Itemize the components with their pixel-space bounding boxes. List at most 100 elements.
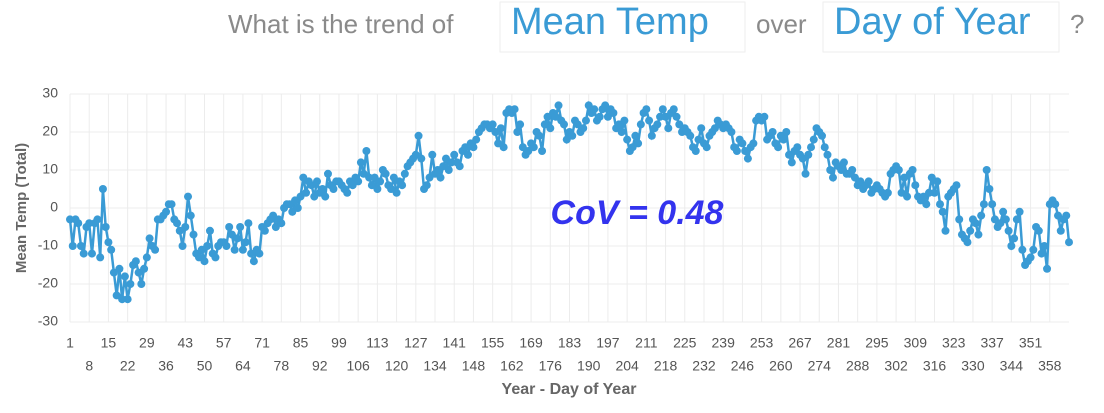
x-tick-label: 288 [846, 358, 870, 374]
data-point [738, 139, 747, 148]
data-point [66, 215, 74, 224]
y-axis-label: Mean Temp (Total) [13, 143, 30, 273]
data-point [782, 128, 791, 136]
data-point [98, 185, 107, 193]
data-point [979, 200, 988, 209]
data-point [186, 211, 195, 220]
data-point [966, 226, 975, 235]
x-tick-label: 29 [139, 335, 155, 351]
data-point [400, 169, 409, 178]
data-point [422, 181, 431, 190]
data-point [801, 169, 810, 178]
data-point [178, 242, 187, 250]
x-tick-label: 169 [519, 335, 543, 351]
data-point [903, 192, 912, 201]
x-tick-label: 162 [500, 358, 524, 374]
data-point [1065, 238, 1073, 247]
question-dimension[interactable]: Day of Year [834, 1, 1031, 43]
x-tick-label: 92 [312, 358, 328, 374]
x-tick-label: 316 [923, 358, 947, 374]
x-tick-label: 15 [101, 335, 117, 351]
question-measure[interactable]: Mean Temp [511, 1, 709, 43]
data-point [323, 169, 332, 178]
data-point [447, 158, 456, 167]
data-point [732, 147, 741, 155]
x-tick-label: 197 [596, 335, 620, 351]
data-point [911, 181, 920, 190]
data-point [277, 219, 286, 228]
x-tick-label: 337 [980, 335, 1004, 351]
measure-box[interactable] [499, 1, 746, 53]
data-point [173, 219, 182, 228]
data-point [828, 173, 837, 182]
data-point [691, 147, 700, 155]
data-point [414, 131, 423, 140]
data-point [167, 200, 176, 209]
data-point [1018, 245, 1027, 254]
data-point [807, 143, 816, 152]
data-point [137, 280, 146, 288]
data-point [727, 128, 736, 136]
data-point [804, 150, 813, 159]
data-point [293, 204, 302, 212]
y-tick-label: -20 [38, 275, 58, 291]
data-point [516, 120, 525, 129]
data-point [496, 124, 505, 133]
data-point [1010, 234, 1019, 243]
data-point [76, 242, 85, 250]
data-point [472, 135, 481, 144]
data-point [1056, 226, 1065, 235]
data-point [864, 177, 873, 186]
data-point [538, 147, 547, 155]
data-point [697, 124, 706, 133]
data-point [318, 185, 327, 193]
x-tick-label: 155 [481, 335, 505, 351]
data-point [85, 219, 94, 228]
data-point [672, 112, 681, 121]
data-point [1001, 215, 1010, 224]
data-point [933, 177, 942, 186]
data-point [381, 169, 390, 178]
data-point [93, 215, 102, 224]
data-point [925, 188, 934, 197]
data-point [211, 253, 220, 262]
data-point [642, 105, 651, 114]
dimension-box[interactable] [822, 1, 1060, 53]
data-point [793, 143, 802, 152]
data-point [581, 116, 590, 125]
data-point [302, 188, 311, 197]
data-point [376, 177, 385, 186]
data-point [189, 230, 198, 239]
data-point [988, 200, 997, 209]
data-point [579, 124, 588, 133]
data-point [104, 238, 113, 247]
data-point [236, 223, 245, 231]
data-point [936, 200, 945, 209]
data-point [329, 185, 338, 193]
data-point [590, 105, 599, 114]
data-point [87, 249, 96, 258]
x-tick-label: 260 [769, 358, 793, 374]
question-suffix: ? [1070, 9, 1084, 39]
x-tick-label: 1 [66, 335, 74, 351]
data-point [68, 242, 77, 250]
data-point [647, 131, 656, 140]
x-tick-label: 183 [558, 335, 582, 351]
data-point [450, 150, 459, 159]
data-point [123, 295, 132, 304]
data-point [1029, 245, 1038, 254]
x-tick-label: 281 [827, 335, 851, 351]
x-tick-label: 8 [85, 358, 93, 374]
data-point [313, 177, 322, 186]
y-tick-label: 10 [42, 161, 58, 177]
data-point [1034, 226, 1043, 235]
x-tick-label: 71 [254, 335, 270, 351]
x-tick-label: 239 [712, 335, 736, 351]
data-point [623, 135, 632, 144]
data-point [971, 219, 980, 228]
x-tick-label: 50 [197, 358, 213, 374]
data-point [225, 223, 234, 231]
data-point [1015, 207, 1024, 216]
data-point [974, 230, 983, 239]
